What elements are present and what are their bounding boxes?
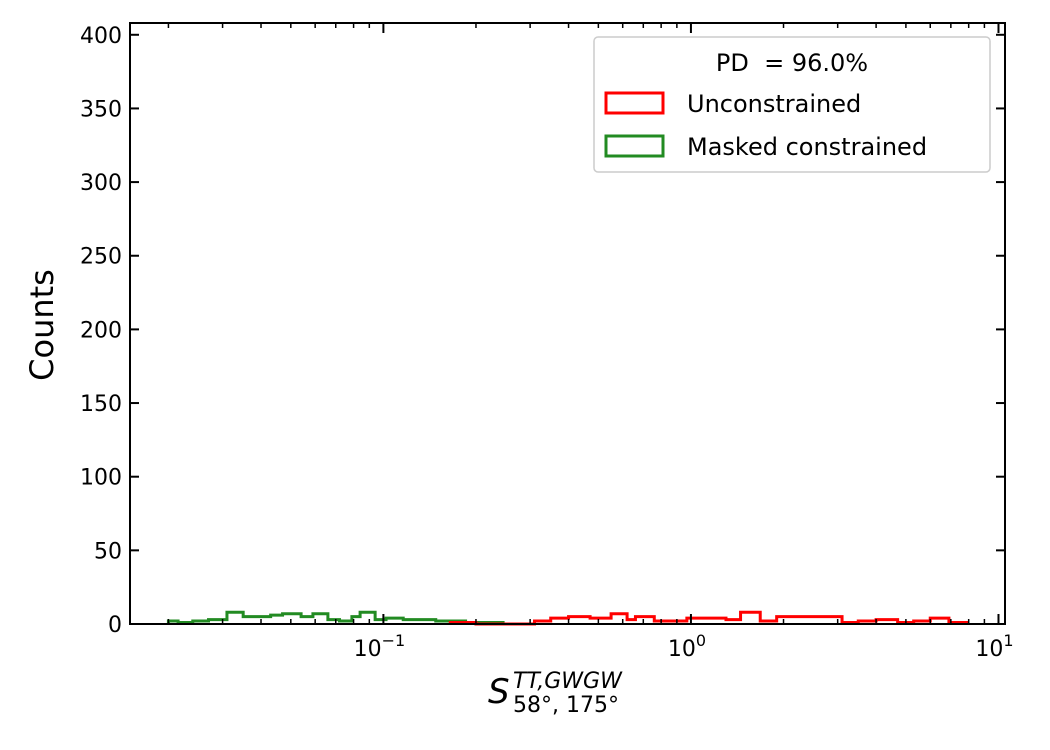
y-axis-label: Counts — [23, 269, 61, 381]
legend: PD = 96.0% Unconstrained Masked constrai… — [593, 36, 991, 173]
legend-box — [593, 36, 991, 173]
legend-swatch-masked-constrained — [604, 134, 665, 158]
y-tick-label: 350 — [80, 97, 122, 122]
y-tick-label: 150 — [80, 392, 122, 417]
x-tick-label: 10−1 — [354, 631, 406, 662]
histogram-masked-constrained — [166, 610, 505, 625]
x-tick-label: 101 — [975, 631, 1013, 662]
y-tick-label: 200 — [80, 318, 122, 343]
x-axis-label-sup: TT,GWGW — [513, 669, 623, 694]
y-tick-label: 400 — [80, 24, 122, 49]
y-tick-label: 50 — [94, 539, 122, 564]
y-tick-label: 300 — [80, 171, 122, 196]
x-axis-label-base: S — [488, 672, 510, 712]
x-axis-label: S TT,GWGW 58°, 175° — [488, 669, 623, 718]
y-tick-label: 100 — [80, 466, 122, 491]
y-tick-label: 250 — [80, 245, 122, 270]
x-tick-label: 100 — [668, 631, 706, 662]
legend-swatch-unconstrained — [604, 91, 665, 115]
histogram-unconstrained — [448, 610, 969, 626]
plot-frame — [129, 22, 1006, 625]
series-layer — [166, 610, 969, 626]
legend-title: PD = 96.0% — [716, 49, 868, 77]
x-axis-label-sub: 58°, 175° — [513, 693, 619, 718]
legend-label-unconstrained: Unconstrained — [687, 90, 861, 118]
y-tick-label: 0 — [108, 613, 122, 638]
legend-label-masked-constrained: Masked constrained — [687, 133, 927, 161]
ticks-layer: 0 50 100 150 200 250 300 350 400 10−1 100 101 — [80, 23, 1014, 662]
